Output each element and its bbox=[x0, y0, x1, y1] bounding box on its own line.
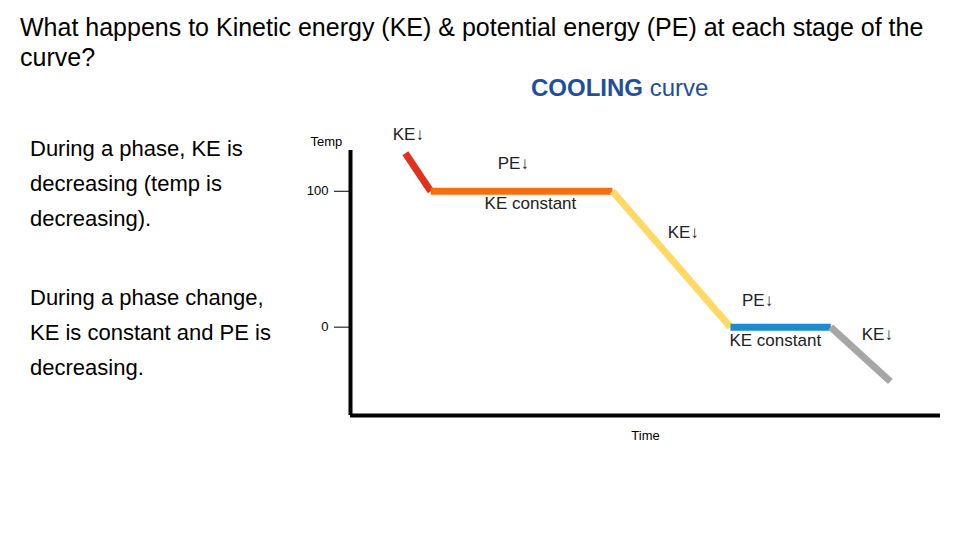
svg-text:KE constant: KE constant bbox=[729, 331, 821, 350]
svg-text:KE constant: KE constant bbox=[485, 194, 577, 213]
html-text:COOLING curve: COOLING curve bbox=[531, 74, 709, 101]
html-text:What happens to Kinetic energy: What happens to Kinetic energy (KE) & po… bbox=[20, 13, 924, 71]
svg-text:0: 0 bbox=[321, 319, 328, 334]
svg-text:KE↓: KE↓ bbox=[862, 325, 893, 344]
svg-text:KE↓: KE↓ bbox=[668, 223, 699, 242]
svg-text:PE↓: PE↓ bbox=[742, 291, 773, 310]
svg-text:Temp: Temp bbox=[311, 134, 343, 149]
html-text:During a phase, KE is decreasi: During a phase, KE is decreasing (temp i… bbox=[30, 136, 243, 231]
html-text:During a phase change, KE is c: During a phase change, KE is constant an… bbox=[30, 285, 271, 380]
svg-text:PE↓: PE↓ bbox=[498, 154, 529, 173]
svg-text:100: 100 bbox=[307, 183, 329, 198]
svg-text:Time: Time bbox=[631, 428, 659, 443]
svg-text:KE↓: KE↓ bbox=[393, 125, 424, 144]
